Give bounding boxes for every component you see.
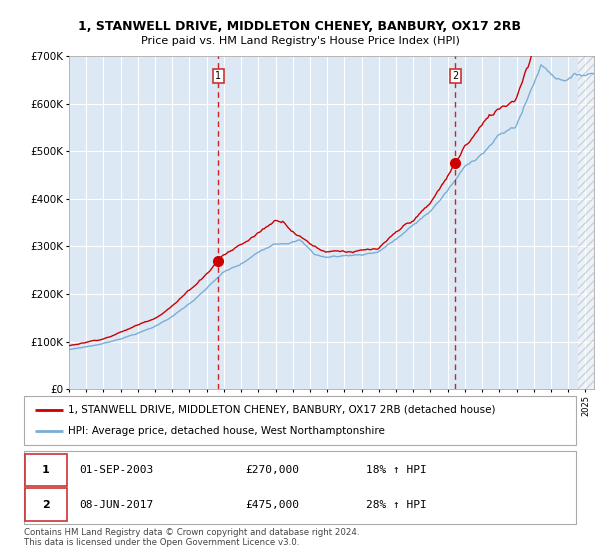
Text: 08-JUN-2017: 08-JUN-2017 <box>79 500 154 510</box>
FancyBboxPatch shape <box>25 454 67 487</box>
Text: 28% ↑ HPI: 28% ↑ HPI <box>366 500 427 510</box>
Text: Price paid vs. HM Land Registry's House Price Index (HPI): Price paid vs. HM Land Registry's House … <box>140 36 460 46</box>
Text: 2: 2 <box>41 500 49 510</box>
Text: 1: 1 <box>215 71 221 81</box>
Text: 1, STANWELL DRIVE, MIDDLETON CHENEY, BANBURY, OX17 2RB (detached house): 1, STANWELL DRIVE, MIDDLETON CHENEY, BAN… <box>68 405 496 415</box>
Text: HPI: Average price, detached house, West Northamptonshire: HPI: Average price, detached house, West… <box>68 426 385 436</box>
Text: 1: 1 <box>41 465 49 475</box>
Text: Contains HM Land Registry data © Crown copyright and database right 2024.
This d: Contains HM Land Registry data © Crown c… <box>24 528 359 547</box>
Text: 2: 2 <box>452 71 458 81</box>
Text: 01-SEP-2003: 01-SEP-2003 <box>79 465 154 475</box>
FancyBboxPatch shape <box>25 488 67 521</box>
Text: 18% ↑ HPI: 18% ↑ HPI <box>366 465 427 475</box>
Text: 1, STANWELL DRIVE, MIDDLETON CHENEY, BANBURY, OX17 2RB: 1, STANWELL DRIVE, MIDDLETON CHENEY, BAN… <box>79 20 521 32</box>
Text: £475,000: £475,000 <box>245 500 299 510</box>
Text: £270,000: £270,000 <box>245 465 299 475</box>
